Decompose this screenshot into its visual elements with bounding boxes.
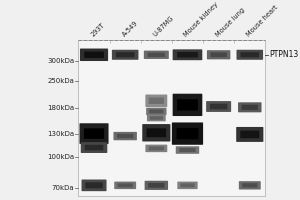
FancyBboxPatch shape bbox=[236, 127, 263, 142]
FancyBboxPatch shape bbox=[80, 49, 108, 61]
FancyBboxPatch shape bbox=[148, 53, 165, 57]
Bar bbox=[79, 40, 266, 196]
FancyBboxPatch shape bbox=[150, 116, 163, 120]
FancyBboxPatch shape bbox=[146, 108, 166, 115]
FancyBboxPatch shape bbox=[146, 145, 167, 152]
FancyBboxPatch shape bbox=[114, 182, 136, 189]
FancyBboxPatch shape bbox=[177, 99, 198, 111]
Text: A-549: A-549 bbox=[121, 20, 139, 38]
FancyBboxPatch shape bbox=[210, 104, 227, 109]
FancyBboxPatch shape bbox=[177, 52, 198, 58]
Text: PTPN13: PTPN13 bbox=[269, 50, 299, 59]
FancyBboxPatch shape bbox=[113, 132, 137, 140]
FancyBboxPatch shape bbox=[177, 128, 198, 139]
FancyBboxPatch shape bbox=[146, 95, 167, 107]
FancyBboxPatch shape bbox=[236, 50, 263, 60]
FancyBboxPatch shape bbox=[172, 49, 202, 60]
FancyBboxPatch shape bbox=[117, 134, 134, 138]
FancyBboxPatch shape bbox=[84, 128, 104, 139]
FancyBboxPatch shape bbox=[211, 52, 227, 57]
FancyBboxPatch shape bbox=[241, 52, 259, 57]
Text: 180kDa: 180kDa bbox=[47, 105, 74, 111]
FancyBboxPatch shape bbox=[242, 105, 258, 110]
Text: 293T: 293T bbox=[90, 22, 106, 38]
FancyBboxPatch shape bbox=[144, 51, 169, 59]
FancyBboxPatch shape bbox=[179, 148, 196, 152]
FancyBboxPatch shape bbox=[82, 180, 106, 191]
FancyBboxPatch shape bbox=[238, 102, 262, 112]
FancyBboxPatch shape bbox=[80, 123, 109, 144]
Text: 130kDa: 130kDa bbox=[47, 131, 74, 137]
Text: 300kDa: 300kDa bbox=[47, 58, 74, 64]
Text: Mouse heart: Mouse heart bbox=[245, 4, 279, 38]
FancyBboxPatch shape bbox=[146, 128, 166, 137]
FancyBboxPatch shape bbox=[180, 183, 195, 187]
FancyBboxPatch shape bbox=[149, 109, 164, 113]
FancyBboxPatch shape bbox=[242, 183, 257, 188]
FancyBboxPatch shape bbox=[85, 182, 103, 188]
FancyBboxPatch shape bbox=[142, 124, 170, 141]
FancyBboxPatch shape bbox=[116, 52, 134, 57]
Text: Mouse lung: Mouse lung bbox=[214, 6, 246, 38]
FancyBboxPatch shape bbox=[112, 50, 139, 60]
FancyBboxPatch shape bbox=[207, 50, 230, 59]
FancyBboxPatch shape bbox=[84, 52, 104, 58]
FancyBboxPatch shape bbox=[118, 183, 133, 187]
Text: U-87MG: U-87MG bbox=[152, 15, 175, 38]
FancyBboxPatch shape bbox=[147, 115, 166, 121]
FancyBboxPatch shape bbox=[176, 146, 199, 154]
FancyBboxPatch shape bbox=[85, 145, 103, 150]
Text: 100kDa: 100kDa bbox=[47, 154, 74, 160]
FancyBboxPatch shape bbox=[239, 181, 261, 190]
FancyBboxPatch shape bbox=[145, 181, 168, 190]
FancyBboxPatch shape bbox=[172, 122, 203, 145]
Text: Mouse kidney: Mouse kidney bbox=[183, 1, 220, 38]
FancyBboxPatch shape bbox=[149, 98, 164, 104]
FancyBboxPatch shape bbox=[206, 101, 231, 112]
FancyBboxPatch shape bbox=[172, 94, 202, 116]
FancyBboxPatch shape bbox=[240, 131, 259, 138]
FancyBboxPatch shape bbox=[177, 182, 198, 189]
FancyBboxPatch shape bbox=[148, 183, 164, 188]
FancyBboxPatch shape bbox=[149, 146, 164, 150]
Text: 70kDa: 70kDa bbox=[52, 185, 74, 191]
Text: 250kDa: 250kDa bbox=[47, 78, 74, 84]
FancyBboxPatch shape bbox=[81, 142, 107, 153]
